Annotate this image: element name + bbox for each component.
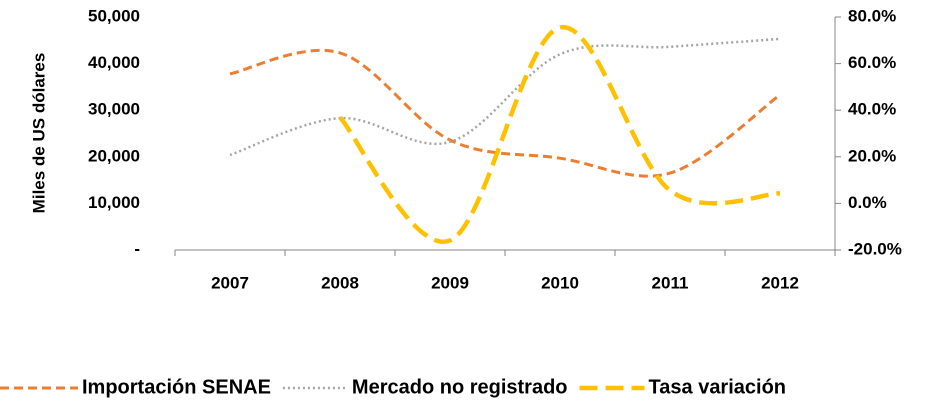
- y2-tick-label: 60.0%: [848, 53, 896, 72]
- legend-label: Importación SENAE: [82, 376, 271, 398]
- y2-tick-label: -20.0%: [848, 239, 902, 258]
- y-tick-label: 40,000: [88, 53, 140, 72]
- series-line: [229, 48, 781, 178]
- x-tick-label: 2008: [321, 273, 359, 292]
- x-tick-label: 2012: [761, 273, 799, 292]
- series-line: [229, 37, 781, 157]
- x-tick-label: 2010: [541, 273, 579, 292]
- y2-tick-label: 0.0%: [848, 193, 887, 212]
- y-tick-label: -: [134, 239, 140, 258]
- y2-tick-label: 40.0%: [848, 100, 896, 119]
- series-line: [338, 25, 781, 244]
- y-tick-label: 10,000: [88, 193, 140, 212]
- legend-label: Tasa variación: [649, 376, 786, 398]
- y-tick-label: 20,000: [88, 146, 140, 165]
- y2-tick-label: 80.0%: [848, 6, 896, 25]
- y-tick-label: 50,000: [88, 6, 140, 25]
- legend-label: Mercado no registrado: [352, 376, 568, 398]
- y2-tick-label: 20.0%: [848, 146, 896, 165]
- y-tick-label: 30,000: [88, 100, 140, 119]
- x-tick-label: 2007: [211, 273, 249, 292]
- x-tick-label: 2011: [652, 273, 689, 292]
- y-axis-label: Miles de US dólares: [29, 53, 48, 214]
- x-tick-label: 2009: [431, 273, 469, 292]
